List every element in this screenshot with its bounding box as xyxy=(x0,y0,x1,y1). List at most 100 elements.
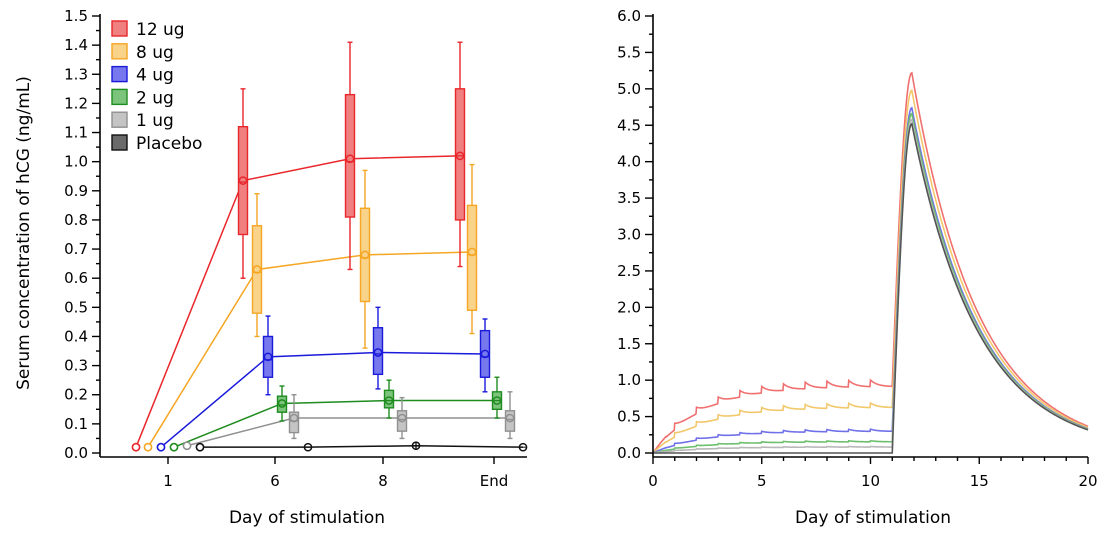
box-8-ug xyxy=(251,225,263,314)
mean-point-12-ug xyxy=(238,176,248,185)
left-y-tick-label: 0.9 xyxy=(64,182,88,200)
left-y-tick-label: 0.0 xyxy=(64,444,88,462)
simulated-curve-3 xyxy=(652,112,1089,454)
right-y-tick-label: 4.0 xyxy=(617,153,641,171)
box-2-ug xyxy=(383,389,395,409)
right-chart: 0.0 0.5 1.0 1.5 2.0 2.5 3.0 3.5 4.0 4.5 5.0 5.5 6.0 0… xyxy=(617,7,1097,528)
left-x-tick-label: End xyxy=(480,472,509,490)
simulated-curve-5 xyxy=(653,122,1089,454)
legend-swatch-8-ug xyxy=(111,43,128,60)
mean-point-2-ug xyxy=(492,396,502,405)
box-8-ug xyxy=(359,207,371,303)
legend-swatch-1-ug xyxy=(111,111,128,128)
left-y-tick-label: 1.0 xyxy=(64,153,88,171)
simulated-curve-2 xyxy=(652,106,1089,454)
legend-swatch-12-ug xyxy=(111,20,128,37)
mean-point-1-ug xyxy=(289,413,299,423)
right-x-tick-label: 0 xyxy=(648,472,658,490)
left-x-tick-label: 1 xyxy=(163,472,173,490)
legend-label: 12 ug xyxy=(136,20,185,40)
left-chart-marks xyxy=(131,41,528,452)
right-x-tick-label: 10 xyxy=(861,472,880,490)
right-x-tick-label: 20 xyxy=(1078,472,1097,490)
left-x-tick-label: 8 xyxy=(378,472,388,490)
left-x-axis-title: Day of stimulation xyxy=(229,508,385,528)
baseline-point-4-ug xyxy=(156,442,166,452)
right-chart-marks xyxy=(652,71,1089,454)
left-y-tick-label: 0.8 xyxy=(64,211,88,229)
box-2-ug xyxy=(276,395,288,413)
box-12-ug xyxy=(237,126,249,236)
right-x-tick-label: 15 xyxy=(970,472,989,490)
series-line-2-ug xyxy=(173,399,497,448)
series-line-12-ug xyxy=(135,155,461,448)
box-4-ug xyxy=(372,327,384,376)
right-y-tick-label: 0.0 xyxy=(617,444,641,462)
right-y-tick-label: 1.5 xyxy=(617,335,641,353)
series-line-placebo xyxy=(200,444,524,448)
mean-point-4-ug xyxy=(480,349,490,359)
box-8-ug xyxy=(466,204,478,311)
mean-point-12-ug xyxy=(455,151,465,161)
right-x-axis-title: Day of stimulation xyxy=(795,508,951,528)
baseline-point-12-ug xyxy=(131,442,141,452)
left-y-tick-label: 1.1 xyxy=(64,124,88,142)
legend-label: 4 ug xyxy=(136,66,174,86)
simulated-curve-0 xyxy=(652,71,1089,454)
left-y-tick-label: 0.4 xyxy=(64,327,88,345)
left-y-tick-label: 1.4 xyxy=(64,36,88,54)
box-4-ug xyxy=(262,335,274,378)
left-y-tick-label: 1.5 xyxy=(64,7,88,25)
left-x-tick-label: 6 xyxy=(270,472,280,490)
mean-point-8-ug xyxy=(360,250,370,260)
box-4-ug xyxy=(479,329,491,378)
mean-point-2-ug xyxy=(384,396,394,405)
right-y-tick-label: 5.5 xyxy=(617,43,641,61)
series-line-1-ug xyxy=(186,417,510,447)
mean-point-2-ug xyxy=(277,399,287,408)
right-y-tick-label: 5.0 xyxy=(617,80,641,98)
left-y-axis-title: Serum concentration of hCG (ng/mL) xyxy=(14,76,34,390)
left-y-tick-label: 0.3 xyxy=(64,357,88,375)
series-line-8-ug xyxy=(147,251,473,448)
left-y-tick-label: 0.1 xyxy=(64,415,88,433)
left-y-tick-label: 0.6 xyxy=(64,269,88,287)
mean-point-12-ug xyxy=(345,154,355,164)
left-y-tick-label: 0.2 xyxy=(64,386,88,404)
mean-point-8-ug xyxy=(252,265,262,274)
box-12-ug xyxy=(454,88,466,221)
legend: 12 ug 8 ug 4 ug2 ug 1 ug Placebo xyxy=(111,20,202,154)
left-y-tick-label: 1.3 xyxy=(64,65,88,83)
right-y-tick-label: 3.5 xyxy=(617,189,641,207)
left-y-tick-label: 0.5 xyxy=(64,298,88,316)
right-x-tick-label: 5 xyxy=(757,472,767,490)
mean-point-1-ug xyxy=(397,413,407,423)
mean-point-4-ug xyxy=(263,352,273,362)
legend-label: 1 ug xyxy=(136,111,174,131)
right-y-tick-label: 4.5 xyxy=(617,116,641,134)
right-y-tick-label: 6.0 xyxy=(617,7,641,25)
legend-label: Placebo xyxy=(136,134,202,154)
baseline-point-placebo xyxy=(195,442,205,452)
left-chart-axes: 0.0 0.1 0.2 0.3 0.4 0.5 0.6 0.7 0.8 0.9 1.0 1.1 1.2 1… xyxy=(64,7,527,490)
baseline-point-1-ug xyxy=(182,441,192,451)
right-chart-axes: 0.0 0.5 1.0 1.5 2.0 2.5 3.0 3.5 4.0 4.5 5.0 5.5 6.0 0… xyxy=(617,7,1097,490)
mean-point-4-ug xyxy=(373,348,383,357)
baseline-point-2-ug xyxy=(169,442,179,452)
baseline-point-8-ug xyxy=(143,442,153,452)
legend-label: 8 ug xyxy=(136,43,174,63)
left-y-tick-label: 0.7 xyxy=(64,240,88,258)
box-1-ug xyxy=(288,411,300,434)
legend-swatch-4-ug xyxy=(111,65,128,83)
left-chart: 0.0 0.1 0.2 0.3 0.4 0.5 0.6 0.7 0.8 0.9 1.0 1.1 1.2 1… xyxy=(14,7,528,528)
legend-swatch-2-ug xyxy=(111,88,128,106)
left-y-tick-label: 1.2 xyxy=(64,94,88,112)
right-y-tick-label: 0.5 xyxy=(617,408,641,426)
right-y-tick-label: 3.0 xyxy=(617,226,641,244)
legend-label: 2 ug xyxy=(136,88,174,108)
right-y-tick-label: 1.0 xyxy=(617,371,641,389)
right-y-tick-label: 2.5 xyxy=(617,262,641,280)
legend-swatch-placebo xyxy=(111,134,128,151)
mean-point-8-ug xyxy=(467,247,477,257)
